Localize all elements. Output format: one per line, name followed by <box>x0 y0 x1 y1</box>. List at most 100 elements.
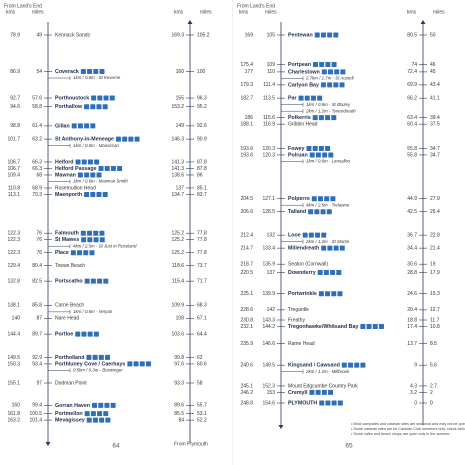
kms: 248.8 <box>240 400 253 406</box>
facility-icon <box>93 331 99 337</box>
miles-from-plymouth: 85.1 <box>197 185 207 191</box>
kms-from-plymouth: 36.7 <box>407 232 417 238</box>
facility-icon <box>333 82 339 88</box>
facility-icon <box>127 361 133 367</box>
facility-icon <box>308 232 314 238</box>
miles-from-plymouth: 77.8 <box>197 250 207 256</box>
facility-icon <box>325 291 331 297</box>
place-name: Dodman Point <box>55 380 87 386</box>
kms: 204.5 <box>240 196 253 202</box>
place-name: PLYMOUTH <box>288 400 317 406</box>
note: • Some cafes and beach shops are open on… <box>351 432 450 436</box>
facility-icon <box>309 389 315 395</box>
note: • Most campsites and caravan sites are s… <box>351 422 465 426</box>
miles-from-plymouth: 34.7 <box>430 146 440 152</box>
facility-icon <box>105 417 111 423</box>
facility-icon <box>334 69 340 75</box>
facility-icon <box>99 237 105 243</box>
facility-icon <box>92 354 98 360</box>
facility-icon <box>103 278 109 284</box>
place-name: Helford <box>55 159 74 165</box>
miles-from-plymouth: 39.4 <box>430 115 440 121</box>
facility-icon <box>71 123 77 129</box>
kms: 163.2 <box>7 417 20 423</box>
facility-icon <box>75 331 81 337</box>
detour-label: 1km / 0.6m - St Blazey <box>306 102 351 107</box>
facility-icon <box>333 245 339 251</box>
place-name: Millendreath <box>288 246 319 252</box>
miles: 87 <box>36 316 42 322</box>
miles: 115.6 <box>263 115 275 121</box>
miles-from-plymouth: 58 <box>197 380 203 386</box>
facility-icon <box>86 354 92 360</box>
kms-from-plymouth: 30.6 <box>407 262 417 268</box>
kms: 138.1 <box>7 303 20 309</box>
miles: 139.9 <box>262 291 275 297</box>
facility-icon <box>80 69 86 75</box>
miles: 85.8 <box>32 303 42 309</box>
kms-from-plymouth: 108 <box>176 316 185 322</box>
detour-label: 2km / 1.2m - Tywardreath <box>305 108 356 113</box>
facility-icon <box>331 115 337 121</box>
place-name: Gorran Haven <box>55 403 90 409</box>
miles-from-plymouth: 105.2 <box>197 32 210 38</box>
place-name: Tregonhawke/Whitsand Bay <box>288 324 358 330</box>
miles: 149.5 <box>262 363 275 369</box>
facility-icon <box>96 191 102 197</box>
detour-label: 2.7km / 1.7m - St Austell <box>305 76 355 81</box>
col-miles-right: miles <box>200 9 212 15</box>
kms-from-plymouth: 89.6 <box>174 403 184 409</box>
facility-icon <box>102 191 108 197</box>
facility-icon <box>93 69 99 75</box>
facility-icon <box>84 411 90 417</box>
miles: 110 <box>267 69 275 75</box>
place-name: Porthluney Cove / Caerhays <box>55 361 125 367</box>
miles-from-plymouth: 45 <box>430 69 436 75</box>
facility-icon <box>328 389 334 395</box>
facility-icon <box>372 323 378 329</box>
miles-from-plymouth: 27.9 <box>430 196 440 202</box>
miles-from-plymouth: 52.2 <box>197 417 207 423</box>
facility-icon <box>331 62 337 68</box>
axis-arrow <box>187 20 193 24</box>
place-name: Mawnan <box>55 172 76 178</box>
facility-icon <box>97 278 103 284</box>
miles-from-plymouth: 100 <box>197 69 206 75</box>
miles-from-plymouth: 95.2 <box>197 104 207 110</box>
miles: 133.4 <box>262 245 275 251</box>
miles: 54 <box>36 69 42 75</box>
facility-icon <box>115 136 121 142</box>
kms-from-plymouth: 34.4 <box>407 245 417 251</box>
facility-icon <box>139 361 145 367</box>
place-name: Porthoustock <box>55 95 89 101</box>
facility-icon <box>110 165 116 171</box>
miles: 127.1 <box>262 196 275 202</box>
facility-icon <box>317 269 323 275</box>
miles: 143.3 <box>262 317 275 323</box>
kms: 220.5 <box>240 270 253 276</box>
kms-from-plymouth: 24.6 <box>407 291 417 297</box>
miles-from-plymouth: 10.8 <box>430 324 440 330</box>
kms-from-plymouth: 9 <box>414 363 417 369</box>
facility-icon <box>105 354 111 360</box>
kms-from-plymouth: 60.4 <box>407 122 417 128</box>
miles: 153 <box>267 390 276 396</box>
facility-icon <box>337 291 343 297</box>
kms: 179.3 <box>240 82 253 88</box>
kms: 206.6 <box>240 209 253 215</box>
kms-from-plymouth: 3.2 <box>410 390 417 396</box>
facility-icon <box>327 69 333 75</box>
kms: 212.4 <box>240 232 253 238</box>
place-name: Rosemullion Head <box>55 185 96 191</box>
kms: 218.7 <box>240 262 253 268</box>
page-number: 64 <box>112 443 120 450</box>
facility-icon <box>320 32 326 38</box>
facility-icon <box>104 165 110 171</box>
facility-icon <box>317 196 323 202</box>
facility-icon <box>333 32 339 38</box>
kms-from-plymouth: 4.3 <box>410 383 417 389</box>
facility-icon <box>315 152 321 158</box>
col-miles: miles <box>32 9 44 15</box>
facility-icon <box>309 152 315 158</box>
facility-icon <box>97 95 103 101</box>
